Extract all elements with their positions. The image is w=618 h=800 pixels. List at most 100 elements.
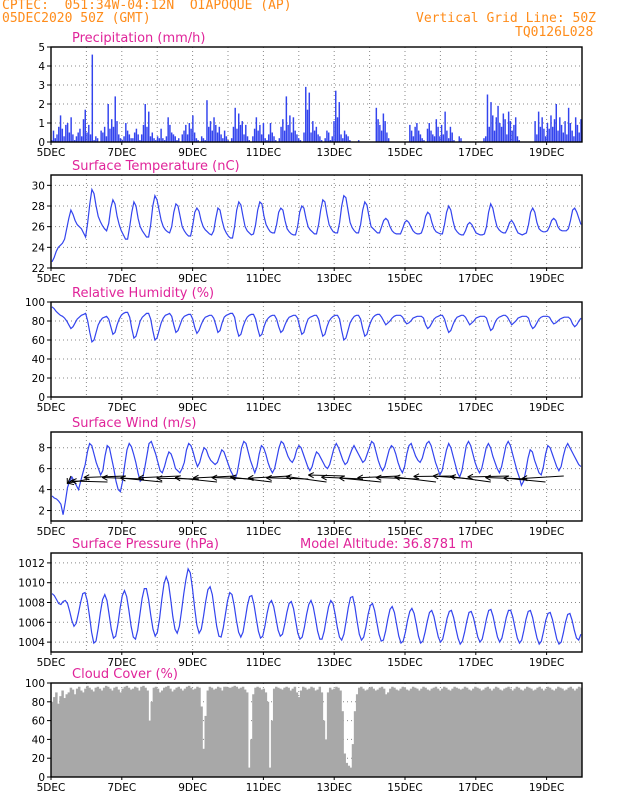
precip-bar xyxy=(335,90,337,142)
panel-title: Cloud Cover (%) xyxy=(72,667,178,682)
precip-bar xyxy=(130,138,132,142)
precip-bar xyxy=(220,134,222,142)
precip-bar xyxy=(553,119,556,142)
precip-bar xyxy=(324,138,326,142)
precip-bar xyxy=(255,117,258,142)
plot-frame xyxy=(50,46,583,143)
cloud-cover-bar xyxy=(67,692,71,777)
precip-bar xyxy=(534,121,536,142)
cloud-cover-bar xyxy=(171,691,174,777)
precip-bar xyxy=(446,130,448,142)
y-tick-label: 40 xyxy=(32,734,45,746)
wind-arrow-head xyxy=(321,474,328,478)
cloud-cover-bar xyxy=(194,688,197,777)
x-tick-label: 13DEC xyxy=(316,402,351,414)
wind-arrow-head xyxy=(174,477,181,482)
precip-bar xyxy=(290,132,293,142)
cloud-cover-bar xyxy=(459,689,463,777)
cloud-cover-bar xyxy=(163,687,166,777)
cloud-cover-bar xyxy=(129,689,133,777)
y-tick-label: 0 xyxy=(38,392,45,404)
panel-title: Surface Temperature (nC) xyxy=(72,159,240,174)
wind-vector xyxy=(174,475,218,483)
y-tick-label: 0 xyxy=(38,772,45,784)
cloud-cover-bar xyxy=(225,686,228,777)
cloud-cover-bar xyxy=(420,688,423,777)
precip-bar xyxy=(280,126,282,142)
cloud-cover-bar xyxy=(177,686,181,777)
precip-bar xyxy=(416,123,418,142)
cloud-cover-bar xyxy=(534,689,537,777)
precip-bar xyxy=(310,132,312,142)
cloud-cover-bar xyxy=(167,685,170,777)
precip-bar xyxy=(119,138,122,142)
precip-bar xyxy=(142,124,145,142)
cloud-cover-bar xyxy=(513,688,517,777)
precip-bar xyxy=(211,130,213,142)
wind-arrow-head xyxy=(503,475,510,479)
x-tick-label: 15DEC xyxy=(387,273,422,285)
wind-vector xyxy=(285,474,327,483)
cloud-cover-bar xyxy=(519,689,523,777)
precip-bar xyxy=(209,121,212,142)
cloud-cover-bar xyxy=(248,767,251,777)
cloud-cover-bar xyxy=(138,690,141,777)
panel-6 xyxy=(47,682,583,780)
precip-bar xyxy=(294,130,296,142)
y-tick-label: 2 xyxy=(38,99,45,111)
precip-bar xyxy=(569,123,572,142)
x-tick-label: 17DEC xyxy=(458,782,493,794)
precip-bar xyxy=(252,136,254,142)
cloud-cover-bar xyxy=(293,686,297,777)
cloud-cover-bar xyxy=(214,688,218,777)
cloud-cover-bar xyxy=(111,690,114,777)
cloud-cover-bar xyxy=(434,686,438,777)
x-tick-label: 13DEC xyxy=(316,782,351,794)
cloud-cover-bar xyxy=(256,686,259,777)
precip-bar xyxy=(414,126,416,142)
wind-vector xyxy=(357,474,400,481)
precip-bar xyxy=(550,115,552,142)
panel-subtitle: Model Altitude: 36.8781 m xyxy=(300,537,473,552)
y-tick-label: 24 xyxy=(32,242,46,254)
precip-bar xyxy=(208,126,210,142)
x-tick-label: 7DEC xyxy=(107,782,136,794)
precip-bar xyxy=(282,119,284,142)
precip-bar xyxy=(183,130,185,142)
precip-bar xyxy=(578,132,580,142)
y-tick-label: 100 xyxy=(25,678,45,690)
precip-bar xyxy=(539,126,542,142)
y-tick-label: 6 xyxy=(38,464,45,476)
precip-bar xyxy=(382,113,385,142)
cloud-cover-bar xyxy=(55,692,58,777)
cloud-cover-bar xyxy=(490,690,494,777)
cloud-cover-bar xyxy=(536,687,539,777)
precip-bar xyxy=(190,128,192,142)
cloud-cover-bar xyxy=(131,688,135,777)
cloud-cover-bar xyxy=(542,690,546,777)
cloud-cover-bar xyxy=(573,690,577,777)
precip-bar xyxy=(435,119,438,142)
y-tick-label: 26 xyxy=(32,222,46,234)
y-tick-label: 3 xyxy=(38,80,45,92)
precip-bar xyxy=(222,138,224,142)
precip-bar xyxy=(544,136,547,142)
precip-bar xyxy=(492,115,494,142)
cloud-cover-bar xyxy=(119,692,122,777)
precip-bar xyxy=(65,124,67,142)
precip-bar xyxy=(213,117,215,142)
cloud-cover-bar xyxy=(237,688,241,777)
cloud-cover-bar xyxy=(511,690,514,777)
series-line xyxy=(51,567,582,646)
precip-bar xyxy=(243,134,245,142)
cloud-cover-bar xyxy=(418,690,421,777)
wind-arrow-head xyxy=(119,477,126,482)
wind-arrow-shaft xyxy=(285,475,327,483)
wind-arrow-head xyxy=(101,474,108,478)
cloud-cover-bar xyxy=(424,687,427,777)
cloud-cover-bar xyxy=(413,687,417,777)
precip-bar xyxy=(59,115,62,142)
cloud-cover-bar xyxy=(515,686,519,777)
x-tick-label: 17DEC xyxy=(458,147,493,159)
wind-arrow-head xyxy=(101,477,108,481)
